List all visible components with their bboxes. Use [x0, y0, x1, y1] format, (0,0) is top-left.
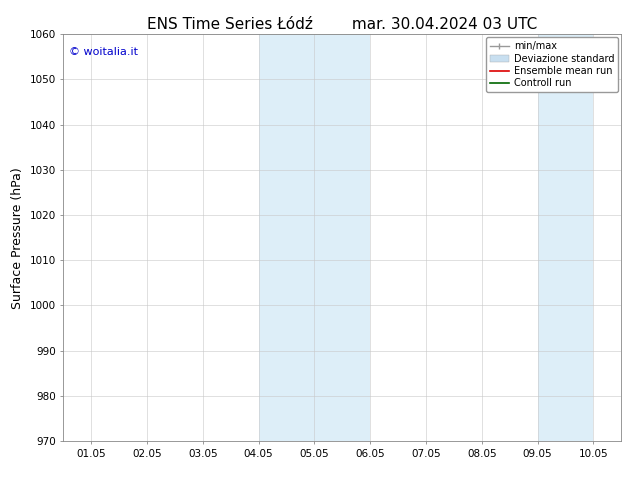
Bar: [259, 34, 370, 441]
Bar: [538, 34, 593, 441]
Title: ENS Time Series Łódź        mar. 30.04.2024 03 UTC: ENS Time Series Łódź mar. 30.04.2024 03 …: [147, 17, 538, 32]
Y-axis label: Surface Pressure (hPa): Surface Pressure (hPa): [11, 167, 24, 309]
Legend: min/max, Deviazione standard, Ensemble mean run, Controll run: min/max, Deviazione standard, Ensemble m…: [486, 37, 618, 92]
Text: © woitalia.it: © woitalia.it: [69, 47, 138, 56]
